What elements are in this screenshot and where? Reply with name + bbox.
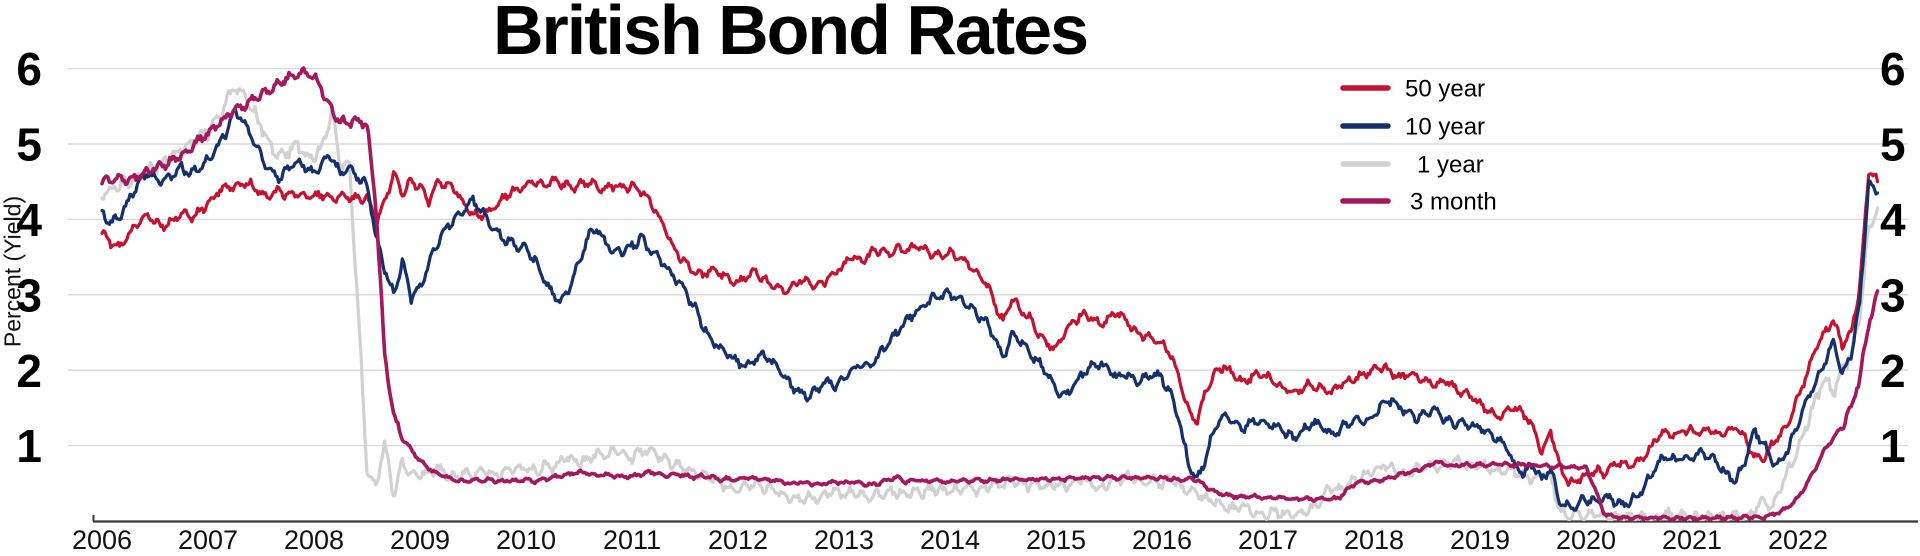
x-tick-label: 2013 bbox=[814, 525, 874, 555]
x-tick-label: 2010 bbox=[496, 525, 556, 555]
series-line-50-year bbox=[100, 170, 1880, 487]
x-tick-label: 2006 bbox=[72, 525, 132, 555]
series-line-3-month bbox=[100, 66, 1880, 522]
chart-title: British Bond Rates bbox=[492, 0, 1089, 69]
x-tick-label: 2014 bbox=[920, 525, 980, 555]
x-tick-label: 2021 bbox=[1662, 525, 1722, 555]
y-tick-label-right: 6 bbox=[1880, 43, 1906, 95]
y-tick-label-right: 5 bbox=[1880, 119, 1906, 171]
legend-label-50-year: 50 year bbox=[1405, 76, 1485, 103]
y-tick-label-right: 4 bbox=[1880, 194, 1906, 246]
y-tick-label-left: 6 bbox=[16, 43, 42, 95]
y-tick-label-right: 2 bbox=[1880, 345, 1906, 397]
x-tick-label: 2017 bbox=[1238, 525, 1298, 555]
y-tick-label-left: 4 bbox=[16, 194, 42, 246]
y-tick-label-right: 3 bbox=[1880, 269, 1906, 321]
x-tick-label: 2019 bbox=[1450, 525, 1510, 555]
x-tick-label: 2009 bbox=[390, 525, 450, 555]
legend-label-10-year: 10 year bbox=[1405, 114, 1485, 141]
x-tick-label: 2007 bbox=[178, 525, 238, 555]
legend-label-1-year: 1 year bbox=[1417, 152, 1484, 179]
x-tick-label: 2022 bbox=[1768, 525, 1828, 555]
x-tick-label: 2018 bbox=[1344, 525, 1404, 555]
y-tick-label-left: 5 bbox=[16, 119, 42, 171]
x-tick-label: 2008 bbox=[284, 525, 344, 555]
x-tick-label: 2012 bbox=[708, 525, 768, 555]
legend-label-3-month: 3 month bbox=[1410, 189, 1497, 216]
y-tick-label-left: 1 bbox=[16, 420, 42, 472]
y-tick-label-right: 1 bbox=[1880, 420, 1906, 472]
x-tick-label: 2020 bbox=[1556, 525, 1616, 555]
series-line-1-year bbox=[100, 87, 1880, 522]
y-tick-label-left: 2 bbox=[16, 345, 42, 397]
series-line-10-year bbox=[100, 107, 1880, 512]
x-tick-label: 2011 bbox=[603, 525, 661, 555]
x-tick-label: 2016 bbox=[1132, 525, 1192, 555]
x-tick-label: 2015 bbox=[1026, 525, 1086, 555]
y-tick-label-left: 3 bbox=[16, 269, 42, 321]
